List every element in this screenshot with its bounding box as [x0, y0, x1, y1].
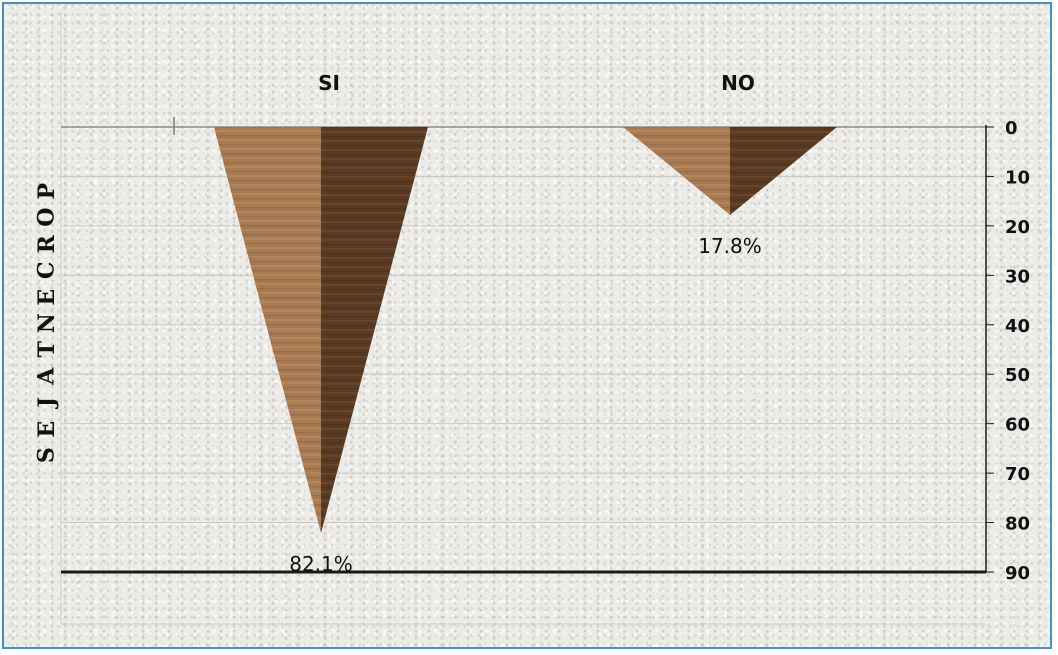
y-tick-label: 10	[1005, 167, 1030, 188]
y-tick-label: 80	[1005, 514, 1030, 535]
y-tick-label: 0	[1005, 118, 1018, 139]
bar-si-dark-face	[321, 127, 428, 533]
y-tick-label: 60	[1005, 415, 1030, 436]
y-tick-label: 70	[1005, 464, 1030, 485]
y-axis	[61, 117, 994, 574]
y-axis-title-letter: A	[33, 367, 60, 385]
category-label: SI	[318, 71, 340, 95]
y-axis-title-letter: N	[33, 313, 60, 334]
y-axis-title-letter: O	[33, 208, 60, 228]
y-tick-label: 50	[1005, 365, 1030, 386]
y-tick-label: 90	[1005, 563, 1030, 584]
y-axis-title-letter: R	[33, 234, 60, 254]
y-axis-title-letter: E	[33, 420, 60, 438]
y-tick-label: 20	[1005, 217, 1030, 238]
category-label: NO	[721, 71, 755, 95]
bar-no-light-face	[623, 127, 730, 216]
category-labels: SI NO	[318, 71, 755, 95]
y-tick-label: 30	[1005, 266, 1030, 287]
y-axis-title-letter: C	[33, 261, 60, 280]
bar-si-light-face	[214, 127, 321, 533]
y-axis-title-letter: P	[33, 182, 60, 200]
y-axis-title-letter: S	[33, 447, 60, 464]
y-tick-label: 40	[1005, 316, 1030, 337]
y-axis-title-letter: E	[33, 288, 60, 306]
chart-canvas: SI NO 82.1% 17.8% 0 10 20 30 40 50 60 70 80 90	[60, 12, 1030, 625]
data-label: 17.8%	[698, 234, 762, 258]
data-labels: 82.1% 17.8%	[289, 234, 762, 576]
y-tick-labels: 0 10 20 30 40 50 60 70 80 90	[1005, 118, 1030, 584]
gridlines	[61, 175, 986, 524]
bars	[214, 127, 837, 533]
y-axis-title-letter: J	[33, 397, 60, 408]
y-axis-title-letter: T	[33, 341, 60, 358]
data-label: 82.1%	[289, 552, 353, 576]
bar-no-dark-face	[730, 127, 837, 216]
